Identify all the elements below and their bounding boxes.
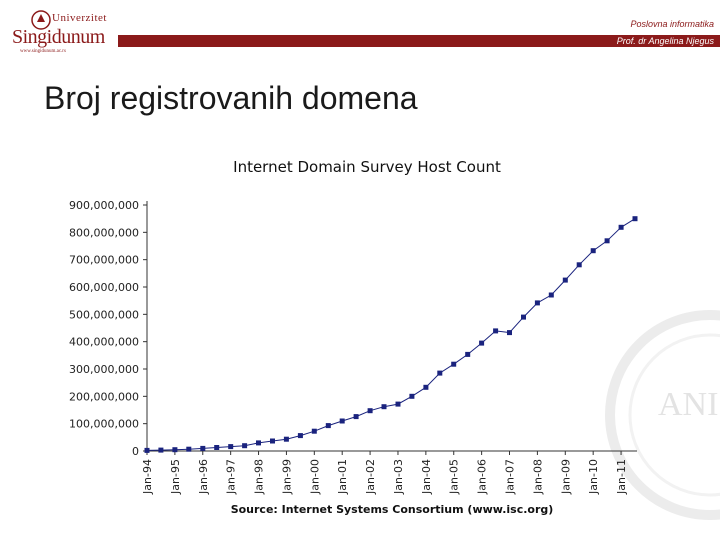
x-tick-label: Jan-10 — [587, 459, 600, 495]
x-tick-label: Jan-07 — [504, 459, 517, 495]
data-point — [562, 277, 568, 283]
x-tick-label: Jan-02 — [364, 459, 377, 495]
x-tick-label: Jan-11 — [615, 459, 628, 495]
x-tick-label: Jan-08 — [531, 459, 544, 495]
university-logo: Univerzitet Singidunum www.singidunum.ac… — [8, 10, 118, 54]
data-point — [493, 328, 499, 334]
data-point — [521, 314, 526, 320]
svg-text:ANI: ANI — [658, 386, 718, 423]
data-point — [618, 224, 624, 230]
header-bar — [118, 35, 720, 47]
data-point — [395, 401, 401, 407]
logo-name-text: Singidunum — [12, 26, 105, 48]
data-point — [270, 438, 275, 444]
y-tick-label: 900,000,000 — [69, 199, 139, 212]
data-point — [423, 384, 429, 390]
y-tick-label: 300,000,000 — [69, 363, 139, 376]
x-tick-label: Jan-04 — [420, 459, 433, 495]
x-axis: Jan-94 Jan-95 Jan-96 Jan-97 Jan-98 Jan-99 Jan-… — [141, 450, 637, 495]
data-point — [590, 248, 596, 254]
x-tick-label: Jan-94 — [141, 459, 154, 495]
data-point — [297, 433, 303, 439]
data-point — [604, 238, 610, 244]
y-tick-label: 600,000,000 — [69, 281, 139, 294]
x-tick-label: Jan-09 — [559, 459, 572, 495]
data-point — [283, 436, 289, 442]
x-tick-label: Jan-99 — [280, 459, 293, 495]
y-axis: 0 100,000,000 200,000,000 300,000,000 400,00… — [69, 199, 148, 458]
course-name: Poslovna informatika — [630, 19, 714, 29]
data-point — [507, 330, 512, 336]
y-tick-label: 0 — [132, 445, 139, 458]
data-point — [256, 440, 261, 446]
data-point — [339, 418, 345, 424]
data-point — [158, 447, 164, 453]
y-tick-label: 100,000,000 — [69, 418, 139, 431]
crest-icon — [31, 10, 51, 30]
data-point — [632, 216, 638, 222]
data-point — [214, 445, 220, 450]
logo-url-text: www.singidunum.ac.rs — [20, 49, 66, 54]
x-tick-label: Jan-05 — [448, 459, 461, 495]
data-point — [451, 361, 457, 367]
chart-title: Internet Domain Survey Host Count — [233, 158, 501, 176]
x-tick-label: Jan-97 — [225, 459, 238, 495]
y-tick-label: 800,000,000 — [69, 226, 139, 239]
x-tick-label: Jan-00 — [308, 459, 321, 495]
data-point — [479, 340, 485, 346]
y-tick-label: 500,000,000 — [69, 308, 139, 321]
data-point — [186, 446, 192, 452]
data-point — [465, 351, 471, 357]
data-point — [534, 300, 540, 306]
x-tick-label: Jan-96 — [197, 459, 210, 495]
data-point — [409, 393, 415, 399]
x-tick-label: Jan-95 — [169, 459, 182, 495]
x-tick-label: Jan-03 — [392, 459, 405, 495]
plot-area — [144, 216, 638, 453]
data-point — [437, 370, 443, 376]
slide-title: Broj registrovanih domena — [44, 80, 418, 116]
x-tick-label: Jan-98 — [253, 459, 266, 495]
data-point — [576, 262, 582, 268]
y-tick-label: 700,000,000 — [69, 254, 139, 267]
host-count-chart: Internet Domain Survey Host Count 0 100,0… — [69, 158, 638, 516]
x-tick-label: Jan-06 — [476, 459, 489, 495]
data-point — [172, 447, 178, 453]
series-line — [146, 218, 636, 451]
chart-source: Source: Internet Systems Consortium (www… — [231, 503, 554, 516]
x-tick-label: Jan-01 — [336, 459, 349, 495]
data-point — [367, 408, 373, 414]
data-point — [325, 423, 331, 429]
y-tick-label: 200,000,000 — [69, 390, 139, 403]
data-point — [311, 428, 317, 434]
data-point — [548, 292, 554, 298]
data-point — [381, 404, 387, 410]
data-point — [242, 443, 248, 449]
data-point — [144, 447, 150, 453]
professor-name: Prof. dr Angelina Njegus — [616, 36, 714, 46]
logo-university-text: Univerzitet — [52, 12, 107, 24]
y-tick-label: 400,000,000 — [69, 336, 139, 349]
watermark-logo: ANI — [605, 310, 720, 520]
data-point — [200, 445, 206, 451]
data-point — [228, 444, 234, 450]
data-point — [353, 414, 359, 420]
